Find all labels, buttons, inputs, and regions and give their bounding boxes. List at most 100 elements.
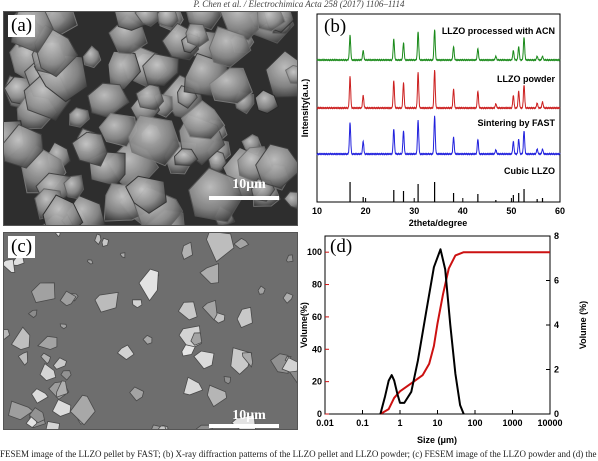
xrd-x-axis-label: 2theta/degree xyxy=(409,218,468,228)
sem-image-pellet: (a) 10μm xyxy=(3,11,298,226)
sem-particle xyxy=(233,237,250,250)
panel-label-b: (b) xyxy=(324,16,346,37)
psd-x-tick-label: 10000 xyxy=(537,418,562,428)
sem-grain xyxy=(283,191,297,210)
xrd-x-tick-label: 20 xyxy=(361,206,371,216)
sem-grain xyxy=(256,12,286,32)
psd-left-tick-label: 100 xyxy=(307,247,322,257)
sem-grain xyxy=(208,67,254,105)
psd-left-axis-label: Volume(%) xyxy=(299,302,309,348)
sem-grain xyxy=(173,148,199,167)
sem-particle xyxy=(52,357,68,370)
xrd-series-label-cubic: Cubic LLZO xyxy=(504,166,555,176)
sem-grain xyxy=(255,143,297,189)
psd-right-tick-label: 2 xyxy=(554,365,559,375)
sem-particle xyxy=(31,282,56,303)
sem-grain xyxy=(254,89,280,115)
figure-caption: FESEM image of the LLZO pellet by FAST; … xyxy=(0,449,597,459)
sem-particle xyxy=(199,263,219,284)
sem-particle xyxy=(28,407,45,424)
psd-left-tick-label: 0 xyxy=(317,409,322,419)
xrd-series-label-fast: Sintering by FAST xyxy=(477,118,555,128)
sem-grain xyxy=(107,50,142,91)
xrd-chart: (b) Intensity(a.u.) 2theta/degree 10 20 30… xyxy=(300,12,598,232)
sem-particle xyxy=(181,241,193,260)
sem-particle xyxy=(206,384,228,408)
sem-particle xyxy=(31,388,49,404)
sem-particle xyxy=(4,258,16,273)
psd-distribution-line xyxy=(379,248,465,415)
psd-right-tick-label: 8 xyxy=(554,231,559,241)
sem-particle xyxy=(282,292,294,304)
sem-particle xyxy=(10,326,31,351)
sem-image-powder: (c) 10μm xyxy=(3,232,298,430)
journal-header: P. Chen et al. / Electrochimica Acta 258… xyxy=(193,0,405,9)
psd-left-tick-label: 80 xyxy=(312,280,322,290)
sem-particle xyxy=(86,259,94,265)
psd-x-tick-label: 1 xyxy=(397,418,402,428)
xrd-x-tick-label: 50 xyxy=(506,206,516,216)
scale-bar-c xyxy=(209,424,279,428)
sem-particle xyxy=(37,335,58,350)
sem-particle xyxy=(55,380,69,398)
psd-x-axis-label: Size (μm) xyxy=(417,435,457,445)
psd-left-tick-label: 60 xyxy=(312,312,322,322)
psd-x-tick-label: 10 xyxy=(432,418,442,428)
psd-x-tick-label: 0.01 xyxy=(316,418,334,428)
sem-particle xyxy=(59,323,68,330)
sem-grain xyxy=(208,26,252,68)
sem-particle xyxy=(177,301,198,321)
sem-particle xyxy=(94,233,102,246)
sem-particle xyxy=(193,350,215,370)
sem-grain xyxy=(69,107,90,128)
sem-grain xyxy=(180,100,226,140)
psd-right-tick-label: 4 xyxy=(554,320,559,330)
psd-x-tick-label: 100 xyxy=(467,418,482,428)
sem-grain xyxy=(156,12,179,29)
sem-particle xyxy=(39,362,57,382)
sem-particle xyxy=(285,254,294,263)
sem-texture-powder xyxy=(4,233,297,429)
psd-cumulative-line xyxy=(379,251,550,415)
xrd-series-label-powder: LLZO powder xyxy=(497,74,555,84)
sem-grain xyxy=(142,53,180,86)
sem-grain xyxy=(127,114,181,167)
sem-grain xyxy=(135,83,165,111)
sem-particle xyxy=(60,370,72,381)
sem-particle xyxy=(27,309,38,319)
xrd-pattern-line xyxy=(316,29,561,62)
xrd-x-tick-label: 30 xyxy=(409,206,419,216)
sem-particle xyxy=(241,352,254,368)
sem-grain xyxy=(4,123,44,169)
xrd-y-axis-label: Intensity(a.u.) xyxy=(300,79,310,138)
sem-particle xyxy=(129,386,145,402)
xrd-pattern-line xyxy=(316,69,561,110)
sem-particle xyxy=(119,252,126,259)
sem-particle xyxy=(236,306,253,329)
sem-grain xyxy=(284,64,297,85)
psd-right-tick-label: 0 xyxy=(554,409,559,419)
sem-particle xyxy=(69,394,96,426)
sem-particle xyxy=(8,400,34,421)
sem-grain xyxy=(98,112,138,148)
scale-bar-label-c: 10μm xyxy=(232,408,266,423)
sem-particle xyxy=(206,233,235,263)
sem-texture-pellet xyxy=(4,12,297,225)
panel-label-c: (c) xyxy=(8,236,36,258)
sem-particle xyxy=(201,299,218,321)
sem-grain xyxy=(185,23,210,48)
scale-bar-a xyxy=(209,196,279,200)
xrd-chart-svg: (b) Intensity(a.u.) 2theta/degree 10 20 30… xyxy=(300,13,565,228)
psd-right-axis-label: Volume (%) xyxy=(578,301,588,349)
psd-chart: (d) Volume(%) Volume (%) Size (μm) 0.01 0… xyxy=(299,231,598,448)
sem-grain xyxy=(71,131,108,167)
sem-particle xyxy=(17,351,29,366)
sem-particle xyxy=(59,290,77,307)
sem-particle xyxy=(281,357,297,373)
sem-particle xyxy=(257,285,266,295)
scale-bar-label-a: 10μm xyxy=(232,177,266,192)
panel-label-d: (d) xyxy=(330,236,352,257)
sem-particle xyxy=(51,398,72,417)
psd-right-tick-label: 6 xyxy=(554,276,559,286)
sem-grain xyxy=(82,45,102,69)
